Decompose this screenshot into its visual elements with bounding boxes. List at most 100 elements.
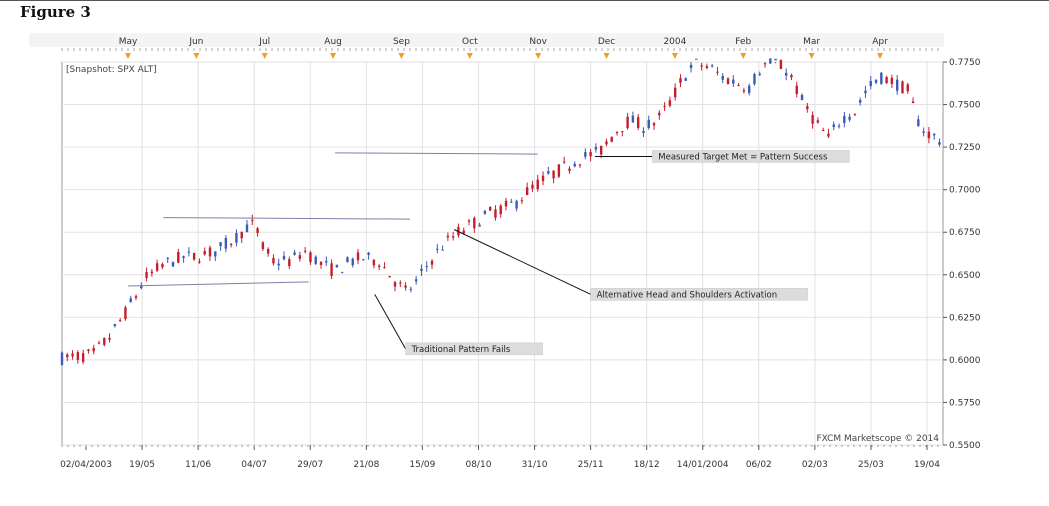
candle-body: [71, 353, 74, 357]
x-tick-label: 25/03: [858, 460, 884, 470]
month-label: Oct: [462, 37, 478, 47]
candle: [356, 248, 360, 265]
candle-body: [636, 117, 640, 128]
candle: [758, 71, 761, 77]
candle: [293, 249, 296, 256]
candle: [895, 75, 899, 95]
candle-body: [483, 210, 487, 214]
candle-body: [821, 130, 825, 132]
candle-body: [710, 65, 714, 67]
candle: [626, 112, 629, 130]
candle-body: [626, 116, 629, 129]
candle-body: [589, 152, 592, 157]
annotation-pointer: [374, 294, 407, 350]
candle-body: [219, 242, 222, 247]
month-marker: [808, 53, 815, 59]
candle-body: [784, 72, 788, 76]
x-tick-label: 02/04/2003: [60, 460, 112, 470]
candle: [118, 318, 122, 322]
candle: [557, 164, 561, 178]
candle-body: [134, 296, 138, 298]
candle-body: [404, 285, 407, 288]
candle: [853, 113, 857, 117]
x-tick-label: 25/11: [578, 460, 604, 470]
candle-body: [658, 112, 661, 116]
candle-body: [663, 105, 666, 107]
candle: [584, 148, 587, 160]
candle: [71, 350, 74, 360]
candle: [631, 111, 635, 123]
candle-body: [87, 349, 90, 352]
month-marker: [877, 53, 883, 59]
candle: [827, 128, 830, 139]
candle-body: [562, 161, 566, 163]
figure-title: Figure 3: [20, 3, 91, 21]
candle-body: [235, 232, 238, 243]
candle-body: [647, 119, 650, 129]
candle: [266, 247, 270, 257]
candle: [161, 262, 164, 270]
candle-body: [769, 58, 772, 64]
candle-body: [451, 236, 455, 238]
candle-body: [806, 106, 809, 110]
candle-body: [568, 168, 571, 171]
candle: [399, 280, 402, 288]
candle-body: [774, 58, 777, 61]
month-strip: [29, 33, 944, 47]
candle: [721, 73, 724, 84]
candle: [441, 245, 444, 251]
candle: [848, 113, 851, 122]
x-tick-label: 02/03: [802, 460, 828, 470]
candle: [499, 203, 502, 218]
candle-body: [377, 265, 381, 267]
candle-body: [356, 252, 360, 261]
candle-body: [536, 179, 539, 190]
candle-body: [816, 120, 820, 123]
candle: [203, 247, 206, 256]
candle: [552, 170, 555, 184]
candle: [864, 86, 867, 99]
candle-body: [166, 257, 169, 259]
candle: [515, 199, 518, 212]
candle: [446, 232, 450, 241]
candle-body: [494, 209, 497, 218]
candle: [462, 227, 465, 235]
x-tick-label: 18/12: [634, 460, 660, 470]
candle: [589, 148, 592, 162]
annotation-label: Traditional Pattern Fails: [411, 345, 511, 355]
candle-body: [848, 116, 851, 120]
candle: [695, 58, 698, 63]
candle: [340, 271, 344, 274]
month-marker: [671, 53, 678, 59]
candle: [76, 350, 80, 364]
candle-body: [473, 217, 476, 229]
candle: [166, 257, 169, 264]
candle: [642, 127, 645, 137]
candle-body: [758, 73, 761, 75]
candle: [906, 82, 909, 94]
candle: [742, 87, 746, 94]
candle: [615, 131, 619, 136]
candle: [689, 62, 693, 73]
candle-body: [721, 75, 724, 80]
candle-body: [303, 250, 307, 252]
candle-body: [330, 263, 333, 277]
month-marker: [603, 53, 610, 59]
candle: [684, 77, 687, 81]
candle-body: [901, 81, 904, 94]
candle: [832, 121, 835, 131]
target-level-line: [335, 152, 538, 155]
candle-body: [261, 242, 265, 249]
candle: [568, 166, 571, 174]
candle-body: [124, 307, 127, 319]
candle: [309, 250, 312, 265]
x-tick-label: 21/08: [353, 460, 379, 470]
candle-body: [277, 263, 280, 266]
candle: [145, 267, 148, 282]
candle: [885, 75, 888, 84]
candle: [346, 256, 349, 263]
candle: [795, 81, 798, 98]
candle: [621, 131, 624, 137]
x-tick-label: 04/07: [241, 460, 267, 470]
